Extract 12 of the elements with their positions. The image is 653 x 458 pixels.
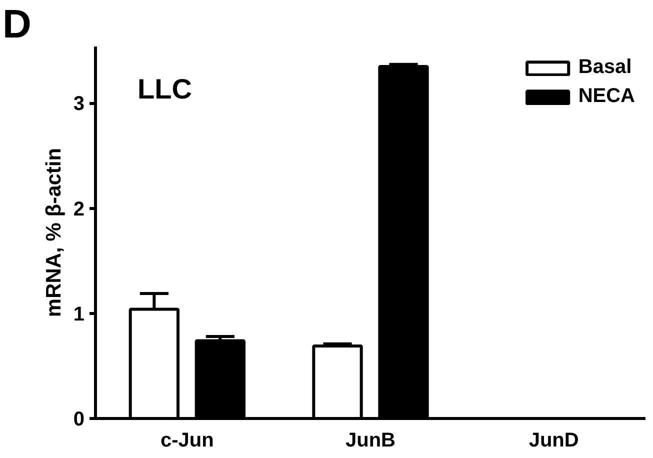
y-axis-title: mRNA, % β-actin xyxy=(42,148,66,318)
x-tick-label: c-Jun xyxy=(160,430,214,452)
y-tick-label: 1 xyxy=(73,303,84,326)
y-tick-label: 0 xyxy=(73,408,84,430)
y-tick-label: 3 xyxy=(73,93,84,116)
text: D xyxy=(2,2,32,46)
annotation: LLC xyxy=(138,74,192,104)
y-tick-label: 2 xyxy=(73,198,84,220)
legend-label: NECA xyxy=(578,85,635,108)
legend-label: Basal xyxy=(578,56,632,79)
x-tick-label: JunB xyxy=(346,430,396,452)
x-tick-label: JunD xyxy=(528,430,579,452)
